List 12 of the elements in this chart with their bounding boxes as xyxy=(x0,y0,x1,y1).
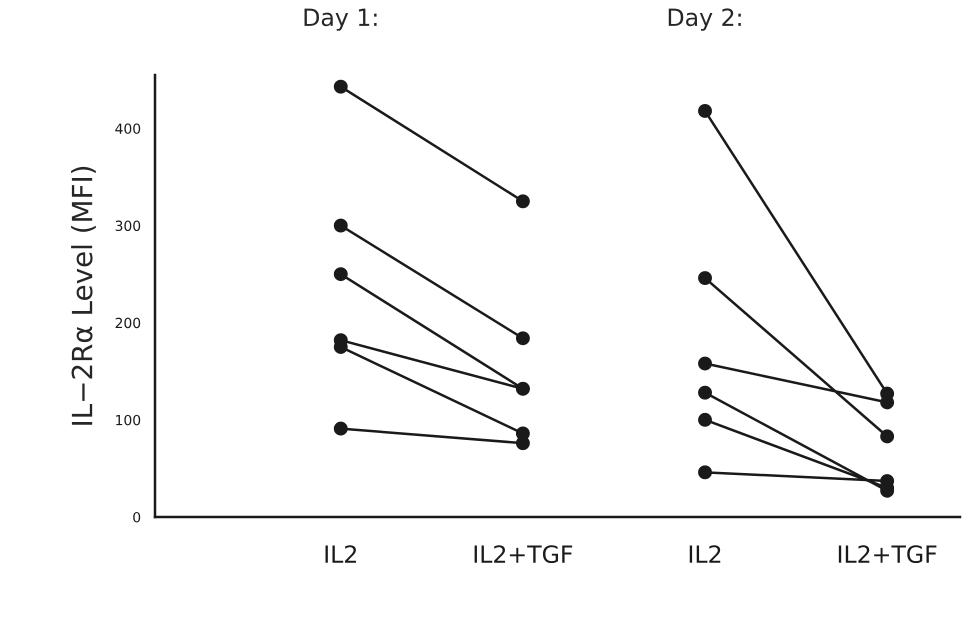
y-tick-label: 0 xyxy=(133,512,140,522)
y-tick-label: 300 xyxy=(116,220,140,232)
y-tick-label: 200 xyxy=(116,318,140,328)
text: Day 2: xyxy=(668,8,741,31)
y-axis-title: IL−2Rα Level (MFI) xyxy=(71,166,96,425)
x-tick-label: IL2+TGF xyxy=(474,545,572,564)
text: Day 1: xyxy=(304,8,377,31)
x-tick-label: IL2 xyxy=(326,545,356,563)
y-tick-label: 100 xyxy=(116,414,140,426)
y-tick-label: 400 xyxy=(115,123,140,134)
x-tick-label: IL2+TGF xyxy=(838,545,936,564)
x-tick-label: IL2 xyxy=(690,545,720,563)
